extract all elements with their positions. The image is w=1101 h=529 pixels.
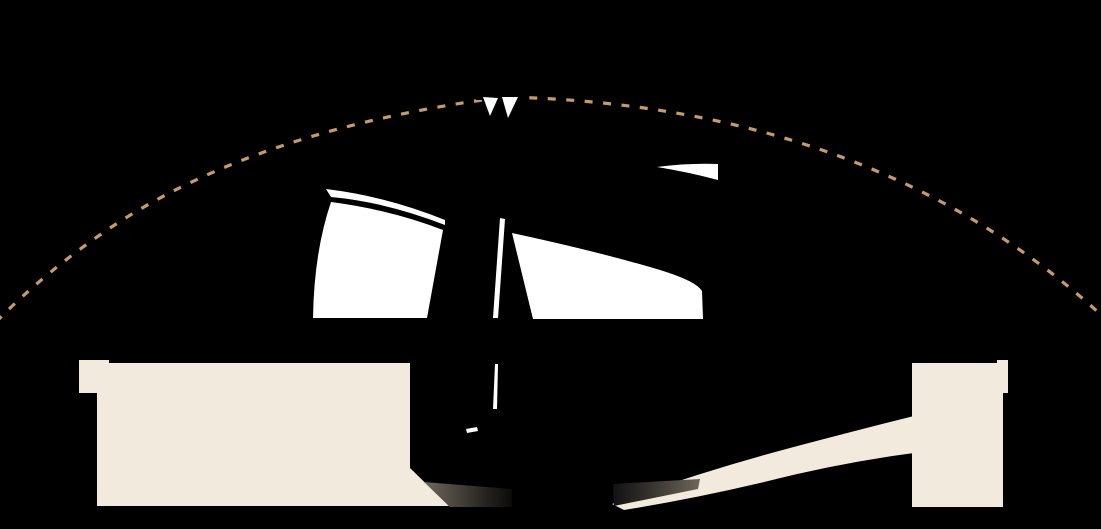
right-highlight-wedge [657,163,718,180]
highlight-band-right [512,233,703,319]
brushstroke-gap-sliver-lower [493,364,498,409]
cream-block-left [79,360,449,506]
cream-block-right [912,360,1008,507]
arc-ink-occlusion [476,86,524,100]
dotted-arc [0,95,1101,321]
apex-notch-left [483,97,498,116]
brushstroke-gap-sliver-upper [493,218,505,318]
highlight-band [313,97,718,433]
highlight-band-main [313,202,443,318]
apex-notch-right [502,97,518,118]
brushstroke-gap-dash [466,427,478,433]
dry-brush-fade-right [613,479,700,506]
highlight-band-top-sliver [326,189,445,225]
dry-brush-fade-left [424,482,512,507]
